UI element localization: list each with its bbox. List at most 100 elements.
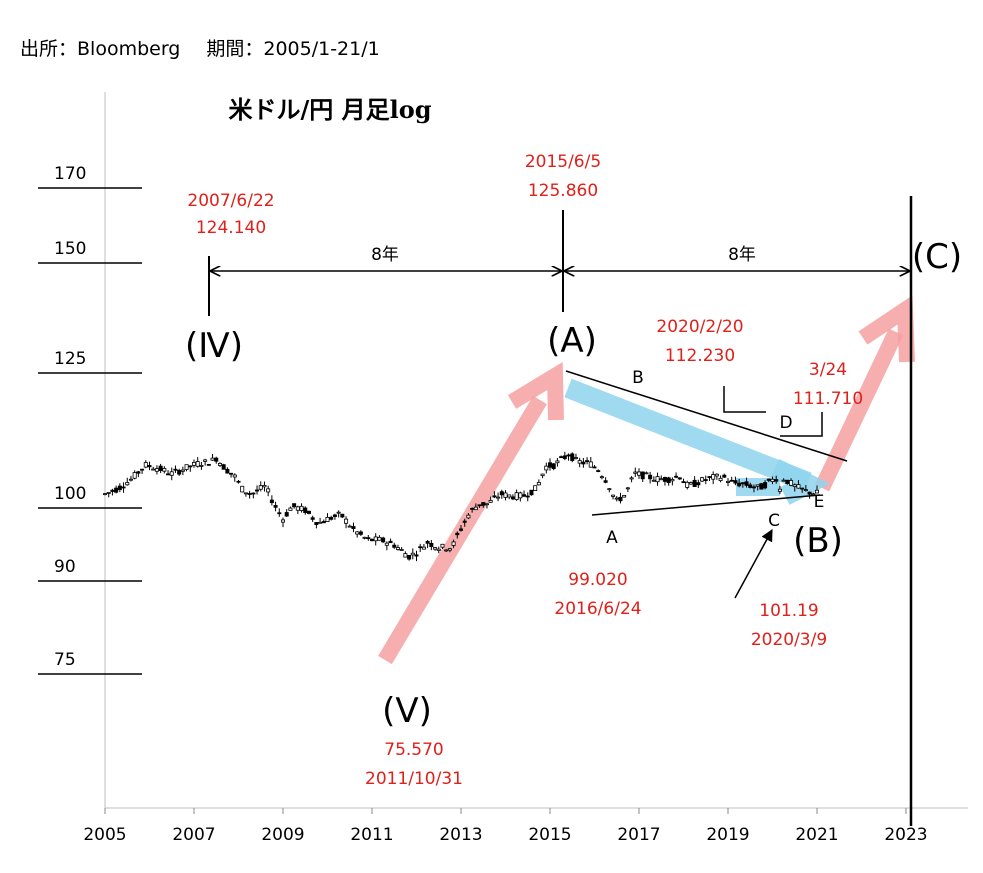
candle	[570, 452, 575, 463]
candle	[551, 463, 556, 471]
candle	[507, 494, 512, 500]
candle	[522, 490, 527, 497]
candle	[177, 468, 182, 476]
candle	[733, 476, 738, 486]
bracket-d-left	[723, 386, 766, 413]
candle	[640, 471, 645, 483]
x-tick-label: 2017	[617, 825, 660, 845]
candle	[421, 544, 426, 550]
candle	[362, 536, 367, 540]
candle	[292, 503, 297, 509]
candle	[703, 475, 708, 485]
candle	[470, 507, 475, 513]
source-note: 出所：Bloomberg 期間：2005/1-21/1	[20, 34, 380, 61]
candle	[759, 482, 764, 490]
x-tick-label: 2007	[172, 825, 215, 845]
candle	[585, 457, 590, 465]
sub-label-b: B	[632, 368, 644, 388]
candle	[284, 509, 289, 517]
candle	[344, 516, 349, 529]
candle	[232, 473, 237, 482]
candle	[447, 548, 452, 553]
candle	[607, 488, 612, 493]
annotation-iv-price: 124.140	[196, 218, 266, 238]
candle	[514, 489, 519, 501]
candle	[674, 472, 679, 479]
x-tick-label: 2011	[350, 825, 393, 845]
candle	[622, 494, 627, 498]
candle	[114, 485, 119, 494]
candle	[103, 493, 108, 496]
candle	[581, 458, 586, 468]
candle	[225, 467, 230, 474]
candle	[496, 492, 501, 502]
y-tick-label: 125	[54, 349, 86, 369]
candle	[792, 483, 797, 492]
candle	[358, 530, 363, 537]
candle	[147, 461, 152, 471]
candle	[766, 478, 771, 483]
candle	[214, 456, 219, 464]
pink-arrow-wave-c	[814, 295, 915, 492]
candle	[770, 476, 775, 485]
candle	[151, 466, 156, 471]
candle	[488, 496, 493, 503]
candle	[562, 451, 567, 461]
candle	[592, 465, 597, 469]
candle	[125, 477, 130, 486]
candle	[269, 495, 274, 506]
y-tick-label: 170	[54, 164, 86, 184]
candle	[781, 478, 786, 482]
candle	[191, 459, 196, 468]
x-tick-label: 2021	[795, 825, 838, 845]
candle	[332, 513, 337, 520]
candle	[236, 479, 241, 484]
candle	[325, 513, 330, 523]
candle	[336, 510, 341, 518]
candle	[603, 477, 608, 484]
candle	[440, 543, 445, 549]
candle	[633, 467, 638, 477]
candle	[729, 476, 734, 482]
candle	[195, 457, 200, 468]
annotation-d-price: 112.230	[665, 346, 735, 366]
candle	[329, 515, 334, 521]
candle	[299, 503, 304, 513]
x-tick-group: 2005 2007 2009 2011 2013 2015 2017 2019 2021 2023	[83, 808, 928, 845]
annotation-c-price: 101.19	[759, 601, 818, 621]
candle	[403, 551, 408, 558]
candle	[722, 473, 727, 478]
candle	[744, 477, 749, 488]
candle	[369, 538, 374, 542]
candle	[199, 461, 204, 470]
annotation-v-price: 75.570	[384, 740, 443, 760]
pointer-arrow-c	[734, 528, 773, 599]
candle	[140, 468, 145, 474]
candle	[166, 470, 171, 476]
annotation-d2-price: 111.710	[793, 389, 863, 409]
candle	[700, 476, 705, 483]
x-tick-label: 2005	[83, 825, 126, 845]
candle	[184, 464, 189, 472]
candle	[681, 478, 686, 484]
candle	[407, 554, 412, 561]
candle	[458, 524, 463, 532]
candle	[410, 548, 415, 560]
candle	[655, 472, 660, 486]
candle	[536, 479, 541, 486]
candle	[481, 502, 486, 508]
candle	[173, 465, 178, 473]
candle	[277, 508, 282, 517]
candle	[651, 476, 656, 482]
wave-label-c: (C)	[912, 237, 962, 277]
candle	[121, 482, 126, 493]
candle	[714, 473, 719, 480]
candle	[726, 478, 731, 487]
candle	[807, 491, 812, 499]
price-annotations: 2007/6/22 124.140 2015/6/5 125.860 2020/…	[187, 152, 863, 789]
candle	[217, 462, 222, 467]
pink-arrow-wave-a	[378, 362, 564, 665]
candle	[188, 465, 193, 472]
candle	[755, 484, 760, 491]
candle	[180, 466, 185, 476]
